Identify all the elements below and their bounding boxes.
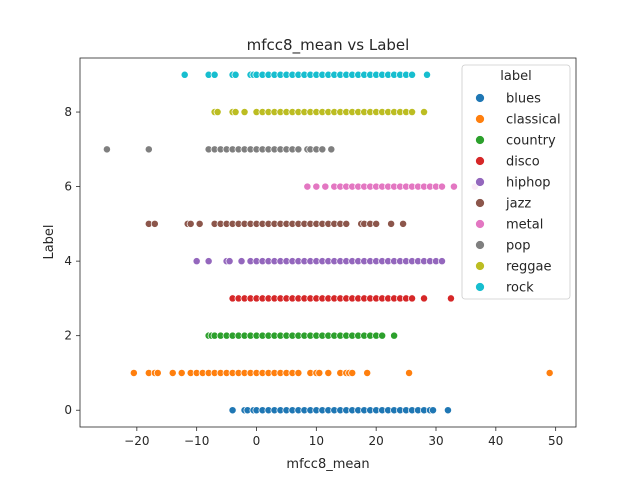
x-axis-label: mfcc8_mean bbox=[286, 457, 369, 472]
data-point bbox=[420, 108, 428, 117]
data-point bbox=[438, 257, 446, 266]
data-point bbox=[449, 182, 458, 191]
data-point bbox=[303, 182, 312, 191]
data-point bbox=[321, 182, 330, 191]
x-tick-label: 30 bbox=[428, 434, 443, 448]
data-point bbox=[324, 369, 333, 377]
y-tick-label: 4 bbox=[64, 254, 72, 268]
data-point bbox=[129, 369, 138, 377]
data-point bbox=[315, 369, 324, 377]
y-tick-label: 8 bbox=[64, 105, 72, 119]
data-point bbox=[144, 145, 153, 154]
data-point bbox=[342, 219, 351, 228]
data-point bbox=[363, 369, 372, 377]
data-point bbox=[387, 219, 396, 228]
x-tick-label: −10 bbox=[184, 434, 209, 448]
data-point bbox=[420, 294, 428, 303]
data-point bbox=[372, 219, 381, 228]
data-point bbox=[408, 70, 417, 79]
x-axis: −20 −10 0 10 20 30 40 50 bbox=[124, 427, 563, 448]
legend-marker bbox=[475, 93, 485, 103]
chart-title: mfcc8_mean vs Label bbox=[247, 36, 410, 55]
data-point bbox=[447, 294, 455, 303]
data-point bbox=[423, 70, 431, 79]
data-point bbox=[180, 70, 189, 79]
legend-marker bbox=[475, 177, 485, 187]
data-point bbox=[399, 219, 408, 228]
x-tick-label: −20 bbox=[124, 434, 149, 448]
legend-label: jazz bbox=[505, 197, 531, 212]
legend-label: blues bbox=[506, 92, 541, 107]
x-tick-label: 50 bbox=[548, 434, 563, 448]
data-point bbox=[378, 331, 387, 340]
y-axis-label: Label bbox=[42, 224, 57, 259]
legend-label: classical bbox=[506, 113, 561, 128]
legend-label: country bbox=[506, 134, 556, 149]
data-point bbox=[150, 219, 159, 228]
data-point bbox=[231, 70, 240, 79]
x-tick-label: 10 bbox=[309, 434, 324, 448]
data-point bbox=[237, 257, 246, 266]
data-point bbox=[545, 369, 554, 377]
data-point bbox=[444, 406, 452, 415]
legend-marker bbox=[475, 240, 485, 250]
legend-label: reggae bbox=[506, 260, 552, 275]
legend-marker bbox=[475, 156, 485, 166]
legend-label: disco bbox=[506, 155, 540, 170]
y-tick-label: 2 bbox=[64, 329, 72, 343]
data-point bbox=[390, 331, 399, 340]
data-point bbox=[312, 182, 321, 191]
data-point bbox=[231, 108, 240, 117]
data-point bbox=[408, 108, 417, 117]
data-point bbox=[186, 219, 195, 228]
data-point bbox=[102, 145, 111, 154]
data-point bbox=[225, 257, 234, 266]
y-tick-label: 0 bbox=[64, 403, 72, 417]
data-point bbox=[294, 369, 303, 377]
legend-marker bbox=[475, 261, 485, 271]
data-point bbox=[204, 257, 213, 266]
legend-marker bbox=[475, 114, 485, 124]
x-tick-label: 0 bbox=[253, 434, 261, 448]
x-tick-label: 40 bbox=[488, 434, 503, 448]
points-layer bbox=[102, 70, 554, 415]
data-point bbox=[318, 145, 327, 154]
data-point bbox=[327, 145, 336, 154]
data-point bbox=[195, 219, 204, 228]
legend-items: blues classical country disco hiphop jazz meta… bbox=[475, 92, 561, 296]
plot-frame bbox=[79, 57, 577, 428]
legend-marker bbox=[475, 219, 485, 229]
data-point bbox=[405, 369, 414, 377]
legend: label blues classical country disco hiphop ja… bbox=[461, 64, 571, 300]
legend-box bbox=[461, 64, 571, 300]
data-point bbox=[408, 294, 417, 303]
legend-label: pop bbox=[506, 239, 530, 254]
data-point bbox=[153, 369, 162, 377]
data-point bbox=[429, 406, 437, 415]
data-point bbox=[240, 108, 249, 117]
legend-title: label bbox=[500, 69, 531, 84]
legend-label: metal bbox=[506, 218, 543, 233]
y-tick-label: 6 bbox=[64, 180, 72, 194]
data-point bbox=[348, 369, 357, 377]
legend-label: rock bbox=[506, 281, 534, 296]
legend-marker bbox=[475, 282, 485, 292]
y-axis: 0 2 4 6 8 bbox=[64, 105, 80, 417]
data-point bbox=[168, 369, 177, 377]
data-point bbox=[210, 70, 219, 79]
data-point bbox=[177, 369, 186, 377]
legend-marker bbox=[475, 198, 485, 208]
legend-label: hiphop bbox=[506, 176, 551, 191]
data-point bbox=[438, 182, 446, 191]
data-point bbox=[228, 406, 237, 415]
legend-marker bbox=[475, 135, 485, 145]
x-tick-label: 20 bbox=[369, 434, 384, 448]
data-point bbox=[294, 145, 303, 154]
data-point bbox=[213, 108, 222, 117]
data-point bbox=[192, 257, 201, 266]
